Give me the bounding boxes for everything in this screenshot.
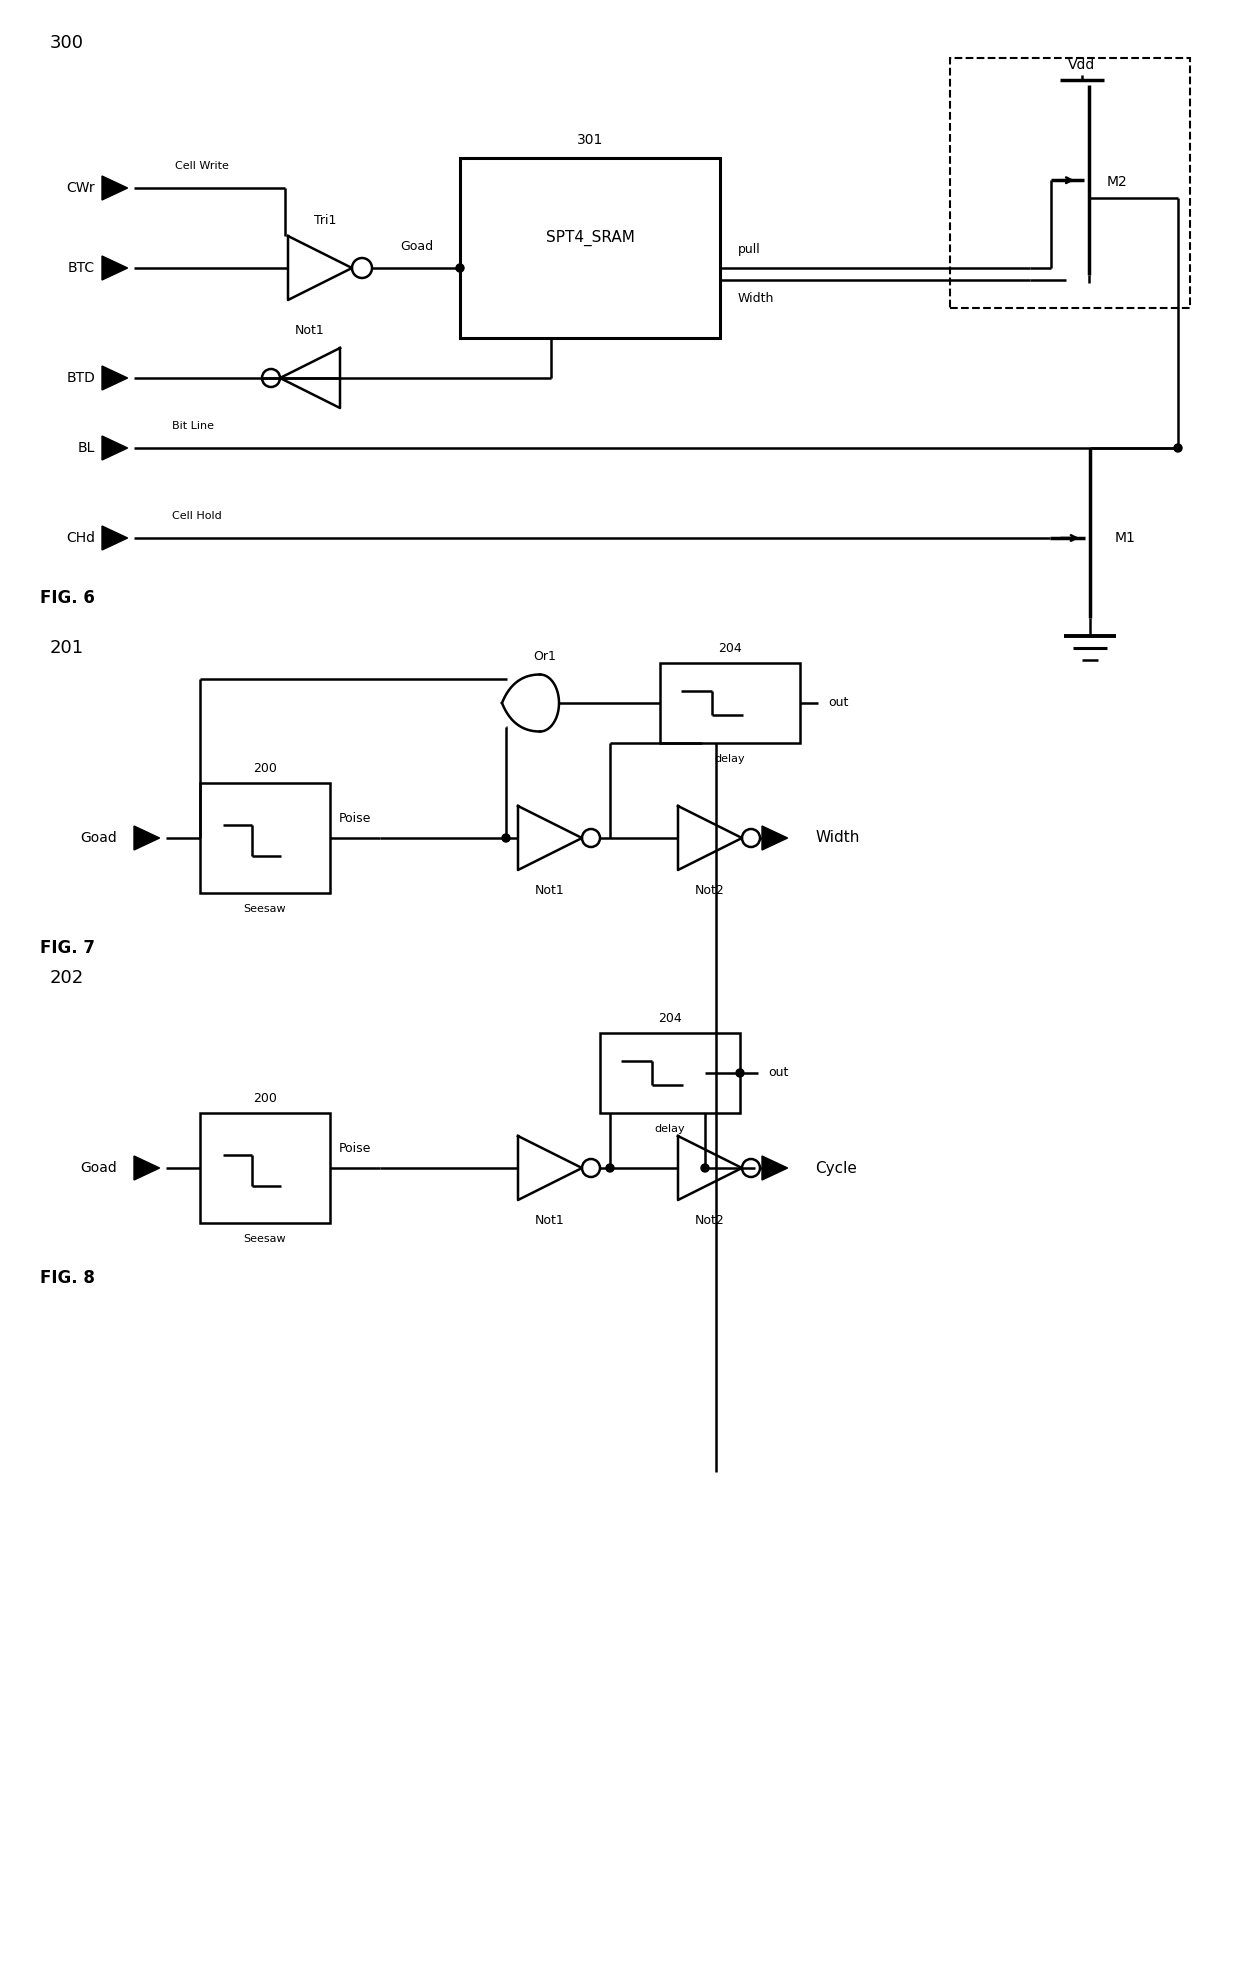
- Polygon shape: [134, 827, 160, 851]
- Circle shape: [1174, 443, 1182, 453]
- Text: Cell Hold: Cell Hold: [172, 510, 222, 520]
- Text: Not2: Not2: [696, 884, 725, 896]
- Text: delay: delay: [714, 754, 745, 764]
- Text: out: out: [828, 696, 848, 710]
- Text: 301: 301: [577, 133, 603, 146]
- Text: FIG. 7: FIG. 7: [40, 940, 95, 957]
- Text: out: out: [768, 1066, 789, 1080]
- Text: SPT4_SRAM: SPT4_SRAM: [546, 229, 635, 245]
- Text: Or1: Or1: [533, 651, 557, 663]
- Text: 204: 204: [658, 1013, 682, 1025]
- Circle shape: [456, 263, 464, 273]
- Polygon shape: [102, 435, 128, 461]
- Circle shape: [502, 835, 510, 843]
- Text: Goad: Goad: [81, 1161, 117, 1175]
- Text: Seesaw: Seesaw: [244, 1234, 286, 1244]
- Text: Not2: Not2: [696, 1213, 725, 1226]
- Text: Not1: Not1: [536, 884, 565, 896]
- Text: Cycle: Cycle: [815, 1161, 857, 1175]
- Circle shape: [701, 1163, 709, 1173]
- Text: 200: 200: [253, 762, 277, 775]
- Bar: [950, 57, 1190, 309]
- Text: FIG. 8: FIG. 8: [40, 1270, 95, 1288]
- Text: Poise: Poise: [339, 811, 371, 825]
- Text: M2: M2: [1107, 176, 1127, 190]
- Text: Goad: Goad: [401, 239, 434, 253]
- Text: BL: BL: [78, 441, 95, 455]
- Circle shape: [737, 1068, 744, 1076]
- Text: CWr: CWr: [67, 182, 95, 196]
- Text: Not1: Not1: [536, 1213, 565, 1226]
- Text: Seesaw: Seesaw: [244, 904, 286, 914]
- Polygon shape: [763, 827, 787, 851]
- Text: BTD: BTD: [66, 372, 95, 386]
- Text: CHd: CHd: [66, 530, 95, 546]
- Text: Width: Width: [815, 831, 859, 845]
- Text: FIG. 6: FIG. 6: [40, 589, 95, 607]
- Text: BTC: BTC: [68, 261, 95, 275]
- Polygon shape: [102, 526, 128, 550]
- Bar: [460, 158, 720, 338]
- Bar: [600, 1033, 740, 1114]
- Text: delay: delay: [655, 1124, 686, 1133]
- Polygon shape: [134, 1155, 160, 1181]
- Text: Goad: Goad: [81, 831, 117, 845]
- Bar: [200, 1114, 330, 1222]
- Text: Tri1: Tri1: [314, 214, 336, 227]
- Text: Width: Width: [738, 293, 774, 305]
- Polygon shape: [102, 255, 128, 281]
- Polygon shape: [102, 366, 128, 390]
- Text: M1: M1: [1115, 530, 1136, 546]
- Bar: [660, 663, 800, 744]
- Text: Vdd: Vdd: [1069, 57, 1096, 71]
- Bar: [200, 783, 330, 892]
- Text: Poise: Poise: [339, 1141, 371, 1155]
- Text: 200: 200: [253, 1092, 277, 1106]
- Polygon shape: [763, 1155, 787, 1181]
- Text: Bit Line: Bit Line: [172, 421, 215, 431]
- Polygon shape: [102, 176, 128, 200]
- Text: pull: pull: [738, 243, 761, 257]
- Text: 201: 201: [50, 639, 84, 657]
- Circle shape: [606, 1163, 614, 1173]
- Text: 300: 300: [50, 34, 84, 51]
- Text: Not1: Not1: [295, 324, 325, 336]
- Text: 204: 204: [718, 643, 742, 655]
- Text: Cell Write: Cell Write: [175, 160, 229, 170]
- Text: 202: 202: [50, 969, 84, 987]
